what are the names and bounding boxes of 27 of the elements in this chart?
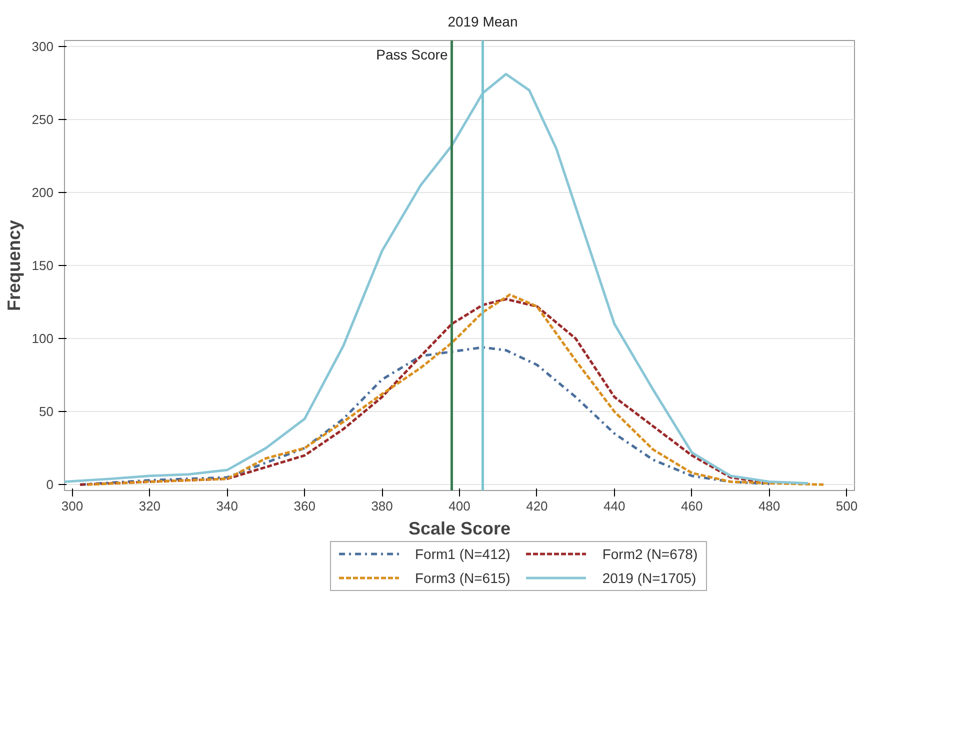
legend-label: Form3 (N=615) bbox=[414, 569, 512, 588]
x-tick-label: 320 bbox=[138, 498, 161, 514]
legend-label: Form2 (N=678) bbox=[601, 545, 699, 564]
legend-label: 2019 (N=1705) bbox=[601, 569, 698, 588]
x-tick-label: 420 bbox=[526, 498, 548, 514]
x-tick-label: 440 bbox=[604, 498, 626, 514]
y-axis-title: Frequency bbox=[4, 220, 24, 312]
x-tick-label: 300 bbox=[61, 498, 84, 514]
ref-line-label: Pass Score bbox=[376, 46, 448, 62]
line-series bbox=[64, 72, 810, 484]
y-tick-label: 200 bbox=[32, 184, 54, 200]
y-tick-label: 100 bbox=[32, 331, 54, 346]
y-tick-label: 50 bbox=[39, 404, 54, 420]
x-axis-title: Scale Score bbox=[408, 518, 511, 538]
x-tick-label: 360 bbox=[294, 498, 316, 514]
y-tick-label: 250 bbox=[32, 112, 54, 127]
y-tick-label: 150 bbox=[32, 258, 54, 273]
y-tick-label: 300 bbox=[32, 38, 54, 54]
ref-line-label: 2019 Mean bbox=[448, 14, 518, 30]
legend-label: Form1 (N=412) bbox=[414, 545, 512, 564]
y-tick-label: 0 bbox=[46, 477, 54, 492]
x-tick-label: 400 bbox=[448, 498, 470, 514]
x-tick-label: 480 bbox=[758, 498, 780, 514]
x-tick-label: 340 bbox=[216, 498, 238, 514]
x-tick-label: 460 bbox=[681, 498, 703, 514]
x-tick-label: 380 bbox=[371, 498, 393, 514]
x-tick-label: 500 bbox=[836, 498, 858, 514]
